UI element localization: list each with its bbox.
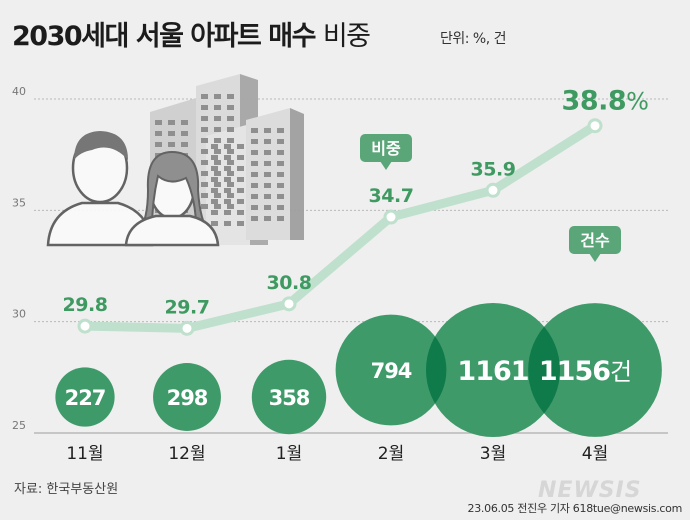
bubble — [153, 363, 221, 431]
point-value-label: 29.7 — [165, 296, 210, 318]
point-value-label: 38.8% — [562, 86, 649, 117]
y-tick-label: 30 — [12, 308, 26, 321]
title-light: 비중 — [322, 21, 371, 52]
bubble-value-label: 358 — [269, 386, 310, 410]
bubble-value-suffix: 건 — [610, 358, 631, 386]
bubble — [426, 303, 560, 437]
credit-line: 23.06.05 전진우 기자 618tue@newsis.com — [467, 502, 683, 515]
illustration — [46, 74, 304, 247]
bubble-value-label: 794 — [371, 359, 412, 383]
point-value-label: 35.9 — [471, 158, 516, 180]
bubble — [528, 303, 662, 437]
x-tick-label: 1월 — [276, 444, 302, 464]
source-note: 자료: 한국부동산원 — [14, 482, 119, 497]
bubble-value-label: 1161 — [457, 356, 528, 387]
axes: 25 30 35 40 11월 12월 1월 2월 3월 4월 — [12, 85, 608, 464]
x-tick-label: 3월 — [480, 444, 506, 464]
unit-label: 단위: %, 건 — [440, 31, 507, 47]
point-value-label: 29.8 — [63, 294, 108, 316]
bubble — [251, 359, 327, 435]
y-tick-label: 25 — [12, 419, 26, 432]
series-callout-label: 비중 — [371, 139, 401, 158]
series-callout-count: 건수 — [569, 226, 621, 262]
point-value-suffix: % — [626, 88, 648, 116]
bubble — [335, 314, 447, 426]
x-tick-label: 11월 — [66, 444, 103, 464]
series-point — [587, 118, 603, 134]
people-icon — [46, 131, 220, 247]
grid-lines — [34, 98, 668, 434]
bubble-value-label: 227 — [65, 386, 106, 410]
series-point — [281, 296, 297, 312]
bubble-value-label: 298 — [167, 386, 208, 410]
brand-watermark: NEWSIS — [538, 478, 642, 503]
chart-title: 2030세대 서울 아파트 매수 비중 — [12, 14, 371, 53]
title-main: 2030세대 서울 아파트 매수 — [12, 21, 316, 52]
series-line — [80, 121, 600, 333]
series-point — [383, 209, 399, 225]
point-value-label: 30.8 — [267, 272, 312, 294]
series-point — [485, 182, 501, 198]
y-tick-label: 35 — [12, 196, 26, 209]
series-callout-label: 건수 — [580, 231, 610, 250]
series-point — [179, 320, 195, 336]
point-value-label: 34.7 — [369, 185, 414, 207]
series-point — [77, 318, 93, 334]
x-tick-label: 12월 — [168, 444, 205, 464]
x-tick-label: 4월 — [582, 444, 608, 464]
bubble — [55, 367, 115, 427]
bubble-series: 227 298 358 794 1161 1156건 — [55, 303, 662, 437]
x-tick-label: 2월 — [378, 444, 404, 464]
y-tick-label: 40 — [12, 85, 26, 98]
bubble-value-label: 1156건 — [539, 356, 631, 387]
series-callout-ratio: 비중 — [360, 134, 412, 170]
